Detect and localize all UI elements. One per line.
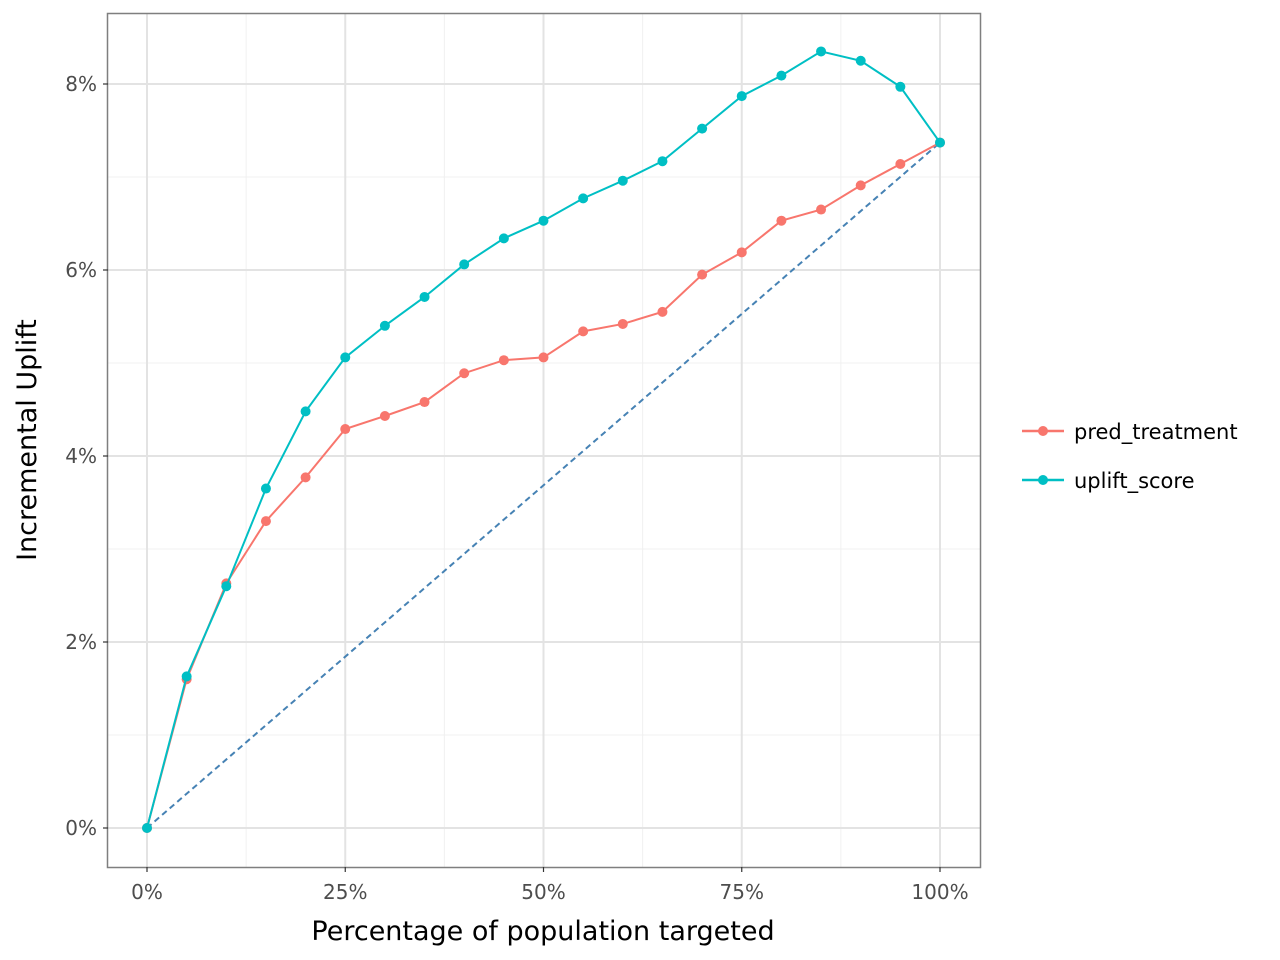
series-uplift_score xyxy=(142,46,945,833)
data-point-uplift_score xyxy=(379,320,390,331)
data-point-uplift_score xyxy=(578,193,589,204)
data-point-pred_treatment xyxy=(895,158,906,169)
x-tick-label: 50% xyxy=(521,880,565,904)
reference-line-random xyxy=(146,141,941,829)
data-point-pred_treatment xyxy=(617,318,628,329)
reference-line xyxy=(146,141,941,829)
data-point-uplift_score xyxy=(419,291,430,302)
data-point-uplift_score xyxy=(697,123,708,134)
series-layer xyxy=(142,46,945,833)
data-point-uplift_score xyxy=(498,233,509,244)
data-point-pred_treatment xyxy=(340,424,351,435)
data-point-uplift_score xyxy=(181,671,192,682)
data-point-pred_treatment xyxy=(776,215,787,226)
data-point-pred_treatment xyxy=(260,516,271,527)
y-tick-label: 6% xyxy=(65,258,97,282)
legend-key-point xyxy=(1038,475,1048,485)
data-point-pred_treatment xyxy=(379,411,390,422)
x-tick-label: 0% xyxy=(131,880,163,904)
x-axis: 0% 25% 50% 75% 100% xyxy=(131,867,969,904)
data-point-uplift_score xyxy=(459,259,470,270)
data-point-pred_treatment xyxy=(697,269,708,280)
data-point-pred_treatment xyxy=(419,397,430,408)
x-tick-label: 100% xyxy=(911,880,968,904)
major-gridlines xyxy=(108,14,980,867)
data-point-uplift_score xyxy=(221,581,232,592)
y-tick-label: 8% xyxy=(65,72,97,96)
data-point-uplift_score xyxy=(816,46,827,57)
data-point-uplift_score xyxy=(340,352,351,363)
x-tick-label: 25% xyxy=(323,880,367,904)
data-point-uplift_score xyxy=(935,137,945,148)
y-tick-label: 0% xyxy=(65,816,97,840)
y-axis: 0% 2% 4% 6% 8% xyxy=(65,72,108,840)
data-point-pred_treatment xyxy=(816,204,827,215)
data-point-uplift_score xyxy=(538,215,549,226)
legend-label: uplift_score xyxy=(1074,469,1195,494)
y-tick-label: 4% xyxy=(65,444,97,468)
data-point-pred_treatment xyxy=(498,355,509,366)
data-point-pred_treatment xyxy=(855,180,866,191)
data-point-pred_treatment xyxy=(300,472,311,483)
data-point-uplift_score xyxy=(617,175,628,186)
x-axis-label: Percentage of population targeted xyxy=(311,916,774,947)
data-point-pred_treatment xyxy=(459,368,470,379)
data-point-uplift_score xyxy=(300,406,311,417)
data-point-pred_treatment xyxy=(736,247,747,258)
data-point-uplift_score xyxy=(657,156,668,167)
data-point-pred_treatment xyxy=(578,326,589,337)
data-point-uplift_score xyxy=(776,70,787,81)
data-point-uplift_score xyxy=(895,81,906,92)
data-point-uplift_score xyxy=(260,483,271,494)
data-point-uplift_score xyxy=(142,823,152,833)
x-tick-label: 75% xyxy=(720,880,764,904)
data-point-pred_treatment xyxy=(538,352,549,363)
legend-label: pred_treatment xyxy=(1074,420,1238,445)
data-point-uplift_score xyxy=(855,55,866,66)
y-tick-label: 2% xyxy=(65,630,97,654)
data-point-pred_treatment xyxy=(657,306,668,317)
data-point-uplift_score xyxy=(736,91,747,102)
legend-key-point xyxy=(1038,426,1048,436)
legend: pred_treatment uplift_score xyxy=(1022,420,1238,494)
y-axis-label: Incremental Uplift xyxy=(12,319,43,561)
